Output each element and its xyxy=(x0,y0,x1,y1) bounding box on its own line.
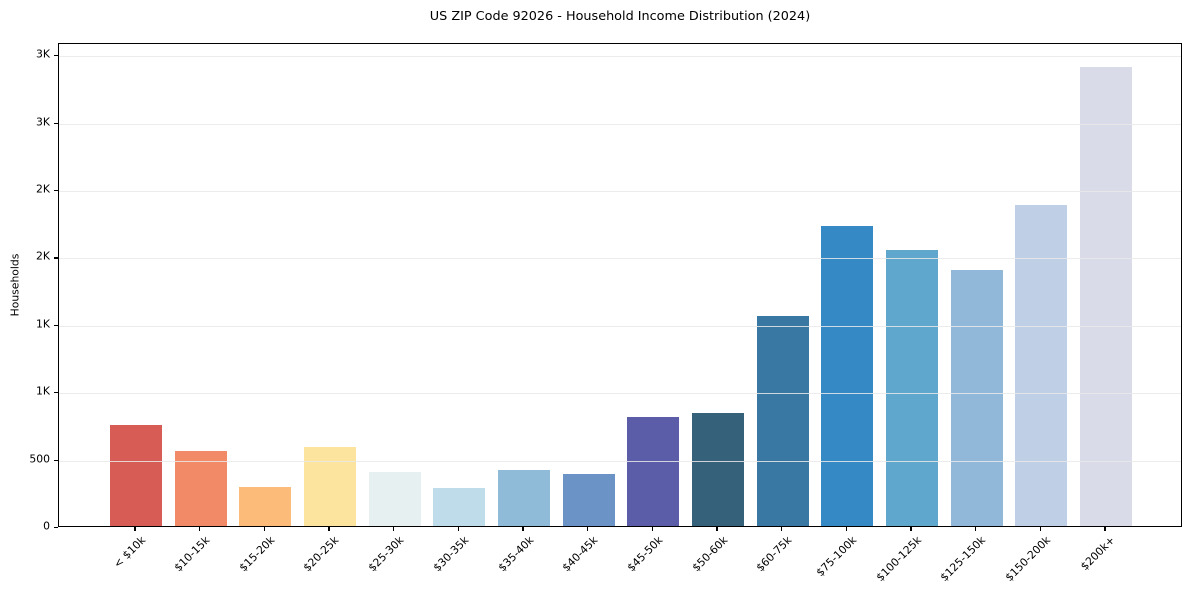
x-tick-label: $100-125k xyxy=(873,533,924,584)
x-tick-label: $20-25k xyxy=(301,533,342,575)
x-tick-label: $25-30k xyxy=(365,533,407,575)
bars-layer xyxy=(59,44,1181,526)
y-tick-mark xyxy=(54,55,58,57)
x-tick-mark xyxy=(1104,527,1106,531)
x-tick-label: $75-100k xyxy=(813,533,860,580)
bar xyxy=(109,424,162,526)
y-tick-mark xyxy=(54,392,58,394)
x-tick-mark xyxy=(328,527,330,531)
x-tick-mark xyxy=(716,527,718,531)
x-tick-mark xyxy=(975,527,977,531)
x-tick-mark xyxy=(781,527,783,531)
x-tick-mark xyxy=(457,527,459,531)
x-tick-label: $150-200k xyxy=(1002,533,1054,584)
y-tick-mark xyxy=(54,189,58,192)
x-tick-mark xyxy=(263,527,265,531)
x-tick-mark xyxy=(522,527,524,531)
x-tick-mark xyxy=(587,527,589,531)
x-tick-mark xyxy=(910,527,912,531)
bar xyxy=(174,450,227,526)
x-tick-label: $200k+ xyxy=(1078,533,1118,574)
bar xyxy=(497,470,550,526)
x-tick-mark xyxy=(845,527,847,531)
y-tick-label: 2K xyxy=(36,249,50,263)
bar xyxy=(692,413,744,526)
bar xyxy=(821,225,874,526)
bar xyxy=(562,473,615,526)
y-tick-mark xyxy=(54,459,58,461)
x-tick-mark xyxy=(134,527,136,531)
bar xyxy=(756,315,809,526)
bar xyxy=(1080,67,1133,526)
bar xyxy=(627,416,680,526)
y-tick-mark xyxy=(54,257,58,259)
bar xyxy=(1015,205,1068,526)
x-tick-label: < $10k xyxy=(110,533,148,571)
y-tick-label: 3K xyxy=(36,47,50,61)
x-tick-label: $60-75k xyxy=(753,533,795,575)
y-tick-mark xyxy=(54,122,58,124)
y-tick-label: 3K xyxy=(36,115,50,129)
x-tick-mark xyxy=(651,527,653,531)
y-tick-label: 2K xyxy=(36,182,50,196)
y-tick-mark xyxy=(54,527,58,529)
bar xyxy=(368,472,421,526)
x-tick-label: $15-20k xyxy=(236,533,278,575)
x-tick-label: $35-40k xyxy=(495,533,536,575)
x-tick-label: $30-35k xyxy=(430,533,472,575)
plot-area xyxy=(58,43,1182,527)
bar xyxy=(886,249,939,526)
x-tick-label: $40-45k xyxy=(559,533,601,575)
chart-title: US ZIP Code 92026 - Household Income Dis… xyxy=(429,9,811,24)
y-tick-label: 1K xyxy=(36,384,50,398)
bar xyxy=(303,446,356,526)
x-tick-mark xyxy=(199,527,201,531)
x-tick-label: $125-150k xyxy=(938,533,989,584)
x-tick-label: $50-60k xyxy=(689,533,730,575)
bar xyxy=(239,486,292,526)
x-tick-mark xyxy=(1039,527,1041,531)
y-tick-label: 0 xyxy=(43,519,50,533)
y-axis-label: Households xyxy=(8,253,22,317)
x-tick-mark xyxy=(393,527,395,531)
bar xyxy=(433,487,486,526)
x-tick-label: $10-15k xyxy=(171,533,213,575)
y-tick-mark xyxy=(54,324,58,326)
x-tick-label: $45-50k xyxy=(624,533,666,575)
bar xyxy=(950,269,1003,526)
y-tick-label: 500 xyxy=(29,452,50,466)
y-tick-label: 1K xyxy=(36,317,50,331)
